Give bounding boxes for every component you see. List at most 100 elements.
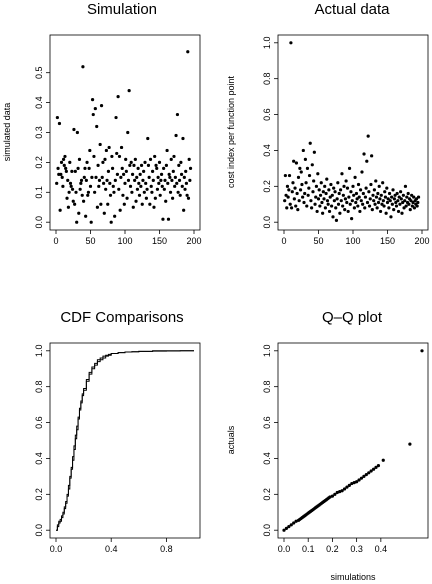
panel1-point <box>90 98 95 102</box>
panel2-point <box>345 200 349 205</box>
panel2-point <box>334 206 338 210</box>
panel2-x-tick-label: 200 <box>414 236 429 246</box>
panel2-point <box>338 188 343 192</box>
panel1-point <box>96 163 100 167</box>
panel1-point <box>159 178 163 182</box>
panel2-point <box>376 200 381 205</box>
panel1-point <box>85 160 89 164</box>
panel1-point <box>80 193 84 197</box>
panel2-point <box>357 195 361 199</box>
panel2-point <box>352 206 356 210</box>
panel2-point <box>334 218 339 223</box>
panel2-point <box>383 195 388 199</box>
panel1-point <box>186 50 190 54</box>
panel1-point <box>73 202 77 206</box>
panel1-point <box>155 166 159 170</box>
panel1-point <box>97 178 102 182</box>
panel2-y-tick-label: 0.8 <box>262 72 272 85</box>
panel2-point <box>287 173 292 178</box>
panel2-point <box>375 206 379 210</box>
panel1-point <box>81 65 85 69</box>
panel2-point <box>394 200 398 205</box>
panel2-point <box>370 154 374 158</box>
panel3-y-tick-label: 0.8 <box>34 380 44 393</box>
panel2-point <box>415 204 419 208</box>
panel4-x-tick-label: 0.2 <box>326 544 339 554</box>
panel2-point <box>327 188 331 192</box>
panel2-point <box>356 182 361 187</box>
panel1-point <box>123 181 127 185</box>
panel2-y-label: cost index per function point <box>226 75 236 188</box>
panel2-x-tick-label: 100 <box>345 236 360 246</box>
panel1-point <box>160 184 164 188</box>
panel1-point <box>133 157 137 162</box>
panel2-point <box>288 202 292 206</box>
panel4-point <box>408 442 412 446</box>
panel2-point <box>318 193 323 197</box>
panel2-point <box>414 197 419 201</box>
panel4-point <box>420 349 424 353</box>
panel1-point <box>168 190 173 194</box>
panel4-point <box>282 528 286 532</box>
panel2-point <box>298 188 303 192</box>
panel2-point <box>311 190 315 194</box>
panel2-point <box>406 191 410 196</box>
panel1-point <box>64 166 68 170</box>
panel4-point <box>371 467 376 471</box>
panel2-point <box>312 150 316 154</box>
panel1-point <box>64 169 68 173</box>
panel1-point <box>75 130 79 135</box>
panel1-point <box>89 220 93 224</box>
panel4-point <box>345 485 349 489</box>
panel4-point <box>328 495 332 499</box>
panel1-point <box>68 181 73 185</box>
panel1-point <box>104 187 108 191</box>
panel1-point <box>104 148 108 153</box>
panel4-point <box>359 476 364 480</box>
panel2-point <box>369 182 373 187</box>
panel1-point <box>166 181 170 185</box>
panel1-point <box>93 106 97 111</box>
panel1-point <box>59 172 63 176</box>
panel1-point <box>84 214 88 218</box>
panel1-point <box>131 205 135 209</box>
panel1-point <box>117 187 121 191</box>
panel2-point <box>387 191 392 196</box>
panel2-point <box>308 141 312 145</box>
panel4-point <box>352 481 356 485</box>
panel2-point <box>367 204 372 208</box>
panel1-point <box>61 157 66 162</box>
panel2-point <box>401 193 405 197</box>
panel2-point <box>354 191 359 196</box>
panel1-point <box>103 157 107 162</box>
panel1-point <box>183 187 187 191</box>
panel2-point <box>385 186 389 190</box>
panel1-point <box>113 214 117 218</box>
panel3-x-tick-label: 0.8 <box>160 544 173 554</box>
panel2-y-tick-label: 0.0 <box>262 216 272 229</box>
panel1-point <box>133 178 137 182</box>
panel2-point <box>363 206 367 210</box>
panel2-point <box>387 206 391 210</box>
panel1-point <box>97 184 101 188</box>
panel1-point <box>188 178 192 182</box>
panel2-point <box>314 195 318 199</box>
panel2-point <box>301 148 305 153</box>
panel1-point <box>122 202 126 206</box>
panel1-point <box>135 187 140 191</box>
panel2-point <box>386 197 390 201</box>
panel2-point <box>396 209 401 214</box>
panel2-point <box>382 204 386 208</box>
panel1-point <box>95 124 99 129</box>
panel1-point <box>106 202 110 206</box>
panel2-point <box>383 190 387 194</box>
panel1-point <box>137 181 141 185</box>
panel1-point <box>181 136 185 141</box>
panel2-x-tick-label: 0 <box>281 236 286 246</box>
panel1-point <box>139 163 144 167</box>
panel1-y-tick-label: 0.3 <box>34 126 44 139</box>
panel2-point <box>372 188 376 192</box>
panel2-point <box>322 197 326 201</box>
panel2-point <box>341 193 345 197</box>
panel1-point <box>148 202 152 206</box>
